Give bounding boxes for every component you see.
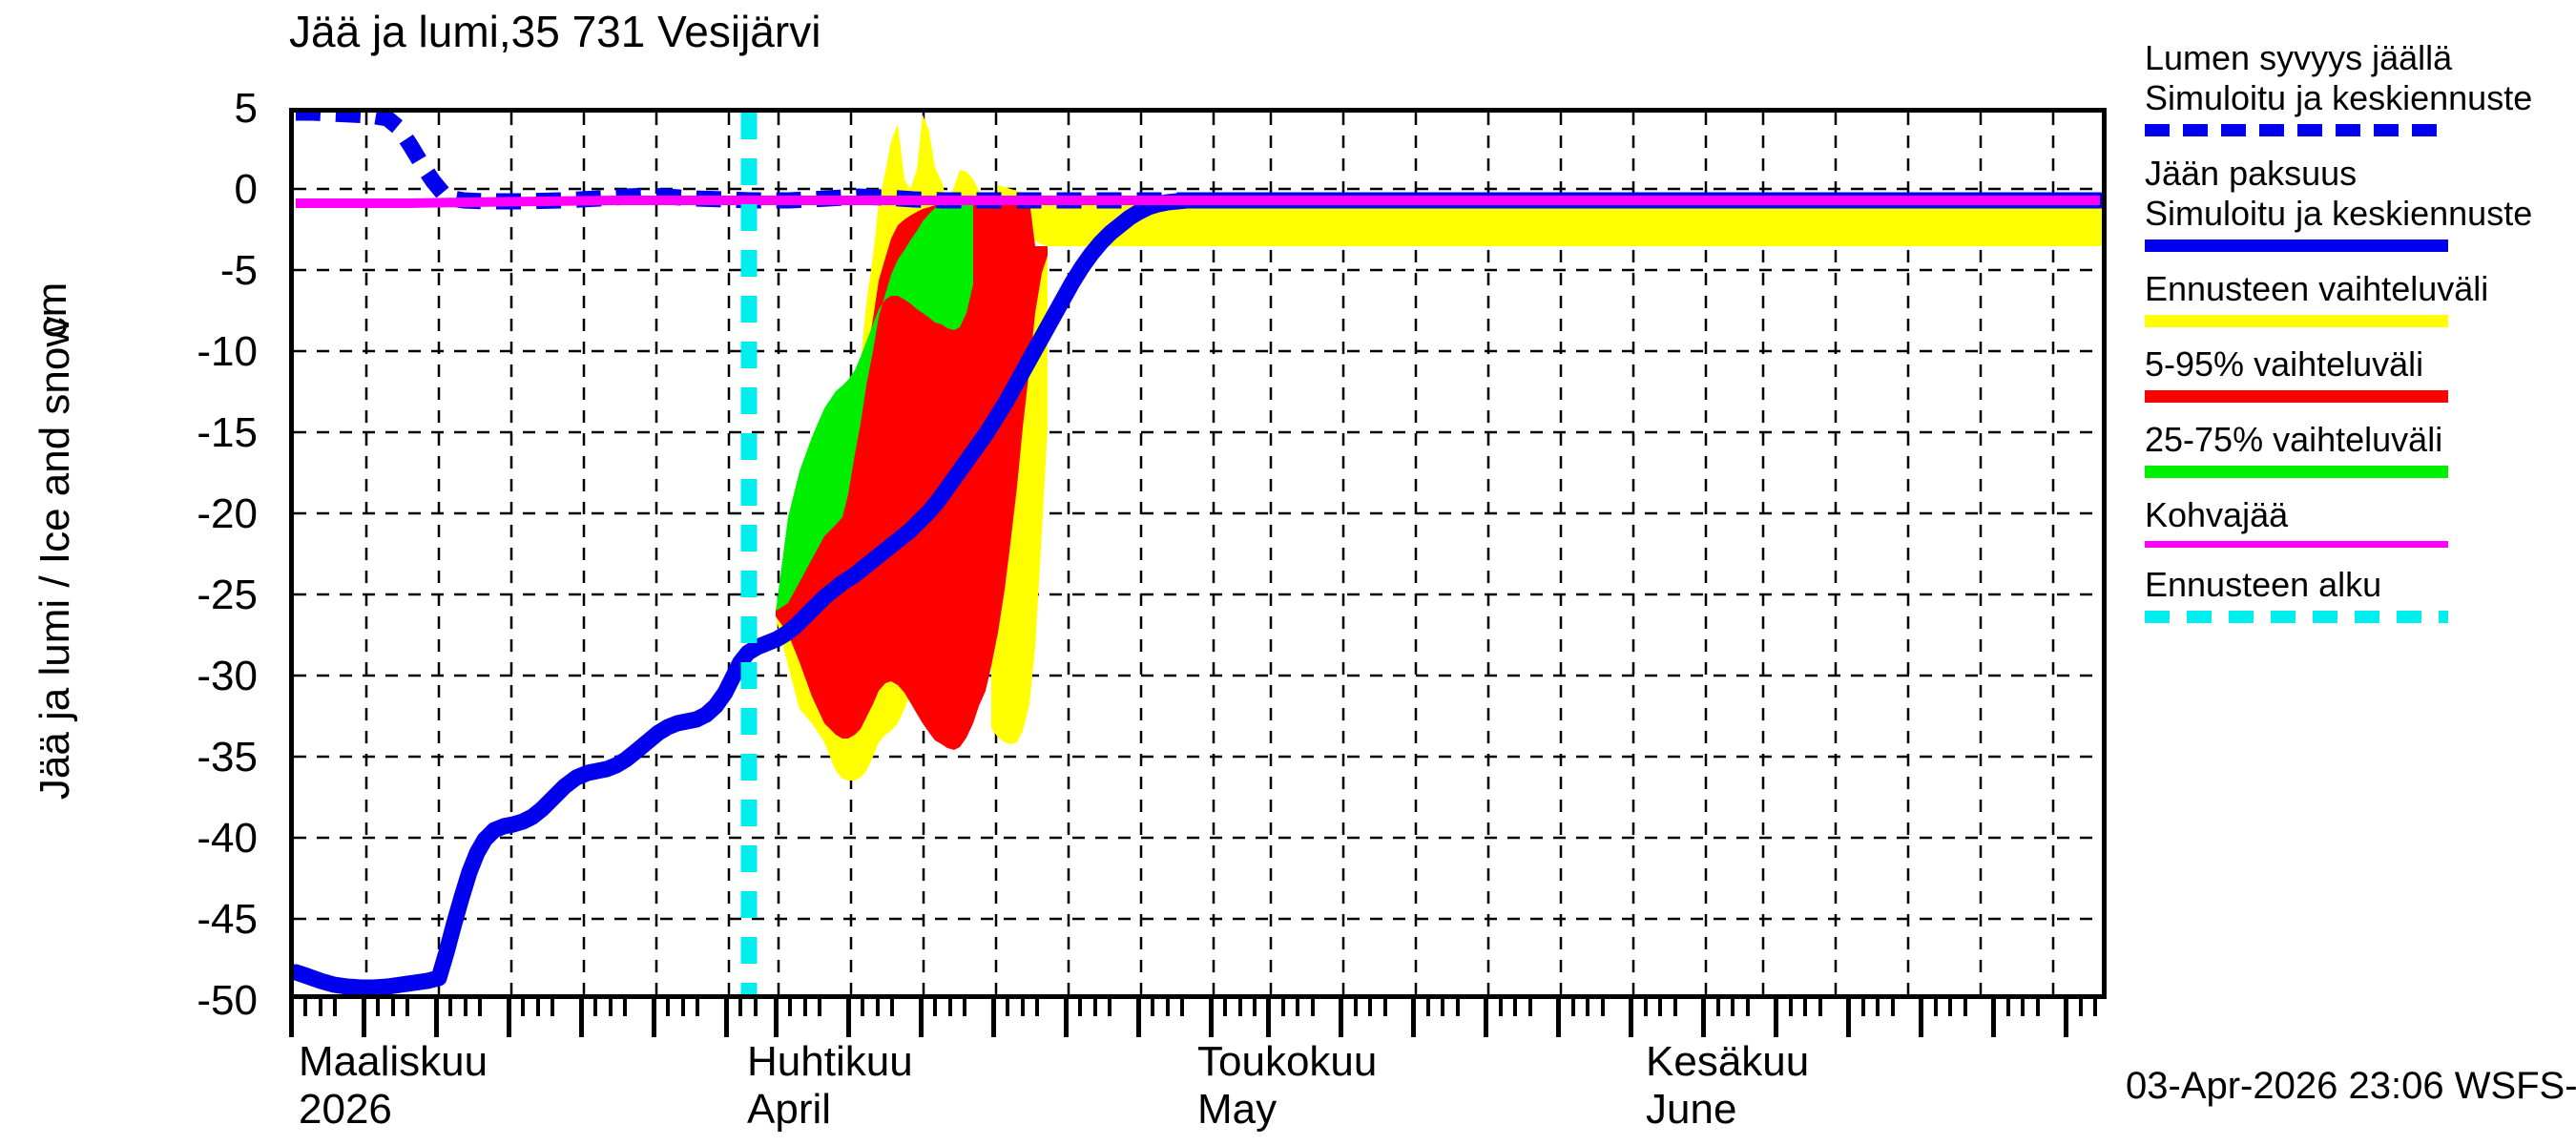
band-5-95 <box>776 200 1048 750</box>
legend-item-ice-thickness: Jään paksuus Simuloitu ja keskiennuste <box>2145 154 2574 252</box>
legend-title-25-75: 25-75% vaihteluväli <box>2145 420 2443 459</box>
y-tick-5: 5 <box>234 85 258 132</box>
x-label-april: Huhtikuu April <box>747 1038 913 1133</box>
legend-subtitle-snow-depth: Simuloitu ja keskiennuste <box>2145 78 2533 117</box>
x-label-may: Toukokuu May <box>1197 1038 1378 1133</box>
y-tick-m35: -35 <box>197 734 258 781</box>
legend-item-5-95: 5-95% vaihteluväli <box>2145 344 2574 403</box>
y-tick-m20: -20 <box>197 490 258 537</box>
legend-title-ice-thickness: Jään paksuus <box>2145 154 2358 193</box>
y-axis-unit: cm <box>29 281 75 339</box>
legend-swatch-ice-thickness <box>2145 239 2448 252</box>
x-label-june: Kesäkuu June <box>1646 1038 1810 1133</box>
y-tick-m30: -30 <box>197 653 258 699</box>
legend-subtitle-ice-thickness: Simuloitu ja keskiennuste <box>2145 194 2533 233</box>
legend-swatch-25-75 <box>2145 466 2448 478</box>
chart-title: Jää ja lumi,35 731 Vesijärvi <box>289 7 821 56</box>
legend-item-snow-depth: Lumen syvyys jäällä Simuloitu ja keskien… <box>2145 38 2574 136</box>
footer-timestamp: 03-Apr-2026 23:06 WSFS-P <box>2126 1065 2576 1107</box>
y-tick-m15: -15 <box>197 409 258 456</box>
band-25-75 <box>776 200 973 613</box>
y-tick-m5: -5 <box>219 247 258 294</box>
grid-lines <box>294 113 2102 994</box>
legend-title-kohvajaa: Kohvajää <box>2145 495 2289 534</box>
series-ice-thickness <box>294 192 2102 994</box>
y-tick-0: 0 <box>234 166 258 213</box>
legend-item-forecast-range: Ennusteen vaihteluväli <box>2145 269 2574 327</box>
y-tick-m10: -10 <box>197 328 258 375</box>
legend: Lumen syvyys jäällä Simuloitu ja keskien… <box>2145 38 2574 640</box>
y-tick-m40: -40 <box>197 815 258 862</box>
legend-item-kohvajaa: Kohvajää <box>2145 495 2574 548</box>
legend-title-forecast-range: Ennusteen vaihteluväli <box>2145 269 2489 308</box>
legend-swatch-forecast-range <box>2145 315 2448 327</box>
legend-item-forecast-start: Ennusteen alku <box>2145 565 2574 623</box>
legend-swatch-kohvajaa <box>2145 541 2448 548</box>
plot-canvas <box>294 113 2102 994</box>
legend-item-25-75: 25-75% vaihteluväli <box>2145 420 2574 478</box>
plot-area <box>289 108 2107 999</box>
series-kohvajaa <box>296 196 2100 208</box>
y-tick-m45: -45 <box>197 896 258 943</box>
y-tick-m25: -25 <box>197 572 258 618</box>
legend-title-forecast-start: Ennusteen alku <box>2145 565 2382 604</box>
legend-swatch-forecast-start <box>2145 611 2448 623</box>
legend-swatch-snow-depth <box>2145 124 2448 136</box>
x-label-march: Maaliskuu 2026 <box>299 1038 488 1133</box>
legend-title-snow-depth: Lumen syvyys jäällä <box>2145 38 2453 77</box>
legend-swatch-5-95 <box>2145 390 2448 403</box>
legend-title-5-95: 5-95% vaihteluväli <box>2145 344 2424 384</box>
y-tick-m50: -50 <box>197 977 258 1024</box>
